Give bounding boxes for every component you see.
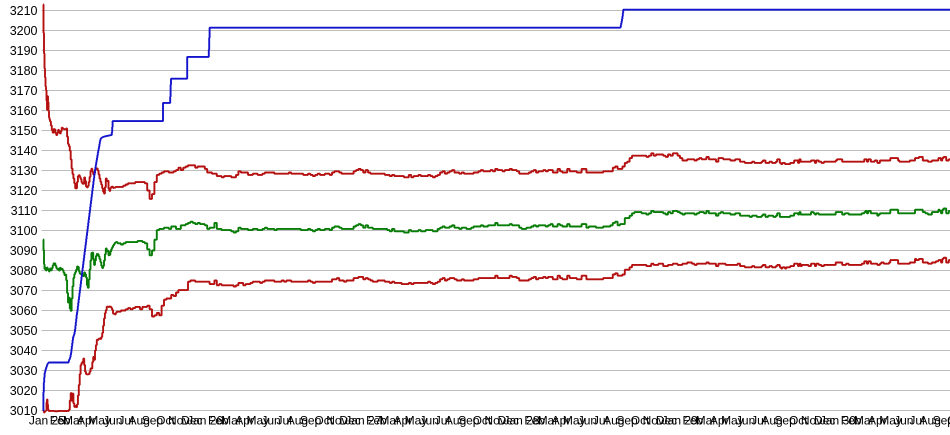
svg-text:Apr: Apr [77, 414, 96, 428]
svg-text:3060: 3060 [10, 304, 38, 318]
svg-text:Mar: Mar [696, 414, 717, 428]
svg-text:Dec: Dec [181, 414, 202, 428]
svg-text:Aug: Aug [129, 414, 150, 428]
svg-text:Jan 26: Jan 26 [187, 414, 223, 428]
svg-text:Jul: Jul [277, 414, 292, 428]
svg-text:3170: 3170 [10, 84, 38, 98]
svg-text:Feb: Feb [683, 414, 704, 428]
svg-text:Oct: Oct [789, 414, 808, 428]
svg-text:Sep: Sep [142, 414, 164, 428]
svg-text:Sep: Sep [616, 414, 638, 428]
svg-text:Oct: Oct [947, 414, 950, 428]
svg-text:Dec: Dec [498, 414, 519, 428]
svg-text:Mar: Mar [221, 414, 242, 428]
svg-text:Apr: Apr [868, 414, 887, 428]
svg-text:Jun: Jun [578, 414, 597, 428]
svg-text:Nov: Nov [801, 414, 822, 428]
svg-text:Jan 28: Jan 28 [503, 414, 539, 428]
svg-text:Nov: Nov [643, 414, 664, 428]
svg-text:Nov: Nov [326, 414, 347, 428]
svg-text:May: May [721, 414, 744, 428]
svg-text:May: May [405, 414, 428, 428]
svg-text:Oct: Oct [314, 414, 333, 428]
svg-text:May: May [88, 414, 111, 428]
svg-text:Apr: Apr [235, 414, 254, 428]
svg-text:Nov: Nov [168, 414, 189, 428]
svg-text:Sep: Sep [458, 414, 480, 428]
svg-text:Jul: Jul [909, 414, 924, 428]
svg-text:Jan 25: Jan 25 [29, 414, 65, 428]
svg-text:3020: 3020 [10, 384, 38, 398]
svg-text:Jul: Jul [593, 414, 608, 428]
svg-text:Jul: Jul [751, 414, 766, 428]
svg-text:Oct: Oct [156, 414, 175, 428]
svg-text:3160: 3160 [10, 104, 38, 118]
svg-text:Feb: Feb [841, 414, 862, 428]
svg-text:May: May [246, 414, 269, 428]
svg-text:3010: 3010 [10, 404, 38, 418]
svg-text:3040: 3040 [10, 344, 38, 358]
svg-text:Jul: Jul [435, 414, 450, 428]
svg-text:3150: 3150 [10, 124, 38, 138]
svg-text:May: May [563, 414, 586, 428]
svg-text:Jun: Jun [420, 414, 439, 428]
svg-text:Nov: Nov [484, 414, 505, 428]
svg-text:3210: 3210 [10, 4, 38, 18]
svg-text:Sep: Sep [300, 414, 322, 428]
svg-text:Feb: Feb [366, 414, 387, 428]
svg-text:Sep: Sep [774, 414, 796, 428]
svg-text:Apr: Apr [710, 414, 729, 428]
svg-text:Jan 27: Jan 27 [345, 414, 381, 428]
svg-text:Mar: Mar [854, 414, 875, 428]
svg-text:Feb: Feb [524, 414, 545, 428]
svg-text:3090: 3090 [10, 244, 38, 258]
svg-text:Dec: Dec [656, 414, 677, 428]
svg-text:3030: 3030 [10, 364, 38, 378]
svg-text:3080: 3080 [10, 264, 38, 278]
svg-text:Jun: Jun [103, 414, 122, 428]
svg-text:3200: 3200 [10, 24, 38, 38]
svg-text:Jun: Jun [894, 414, 913, 428]
svg-text:Mar: Mar [63, 414, 84, 428]
svg-text:Feb: Feb [208, 414, 229, 428]
svg-text:Sep: Sep [933, 414, 950, 428]
svg-text:3100: 3100 [10, 224, 38, 238]
svg-text:Jun: Jun [736, 414, 755, 428]
svg-text:3190: 3190 [10, 44, 38, 58]
svg-text:Jul: Jul [118, 414, 133, 428]
svg-text:Oct: Oct [473, 414, 492, 428]
svg-text:Oct: Oct [631, 414, 650, 428]
svg-text:Aug: Aug [445, 414, 466, 428]
svg-text:3120: 3120 [10, 184, 38, 198]
svg-text:3050: 3050 [10, 324, 38, 338]
svg-text:Feb: Feb [50, 414, 71, 428]
svg-text:Dec: Dec [339, 414, 360, 428]
svg-text:3140: 3140 [10, 144, 38, 158]
svg-text:3130: 3130 [10, 164, 38, 178]
svg-text:Mar: Mar [538, 414, 559, 428]
svg-text:Aug: Aug [287, 414, 308, 428]
svg-text:May: May [879, 414, 902, 428]
svg-text:3110: 3110 [11, 204, 38, 218]
svg-text:Mar: Mar [379, 414, 400, 428]
svg-text:Jun: Jun [261, 414, 280, 428]
svg-text:Apr: Apr [552, 414, 571, 428]
svg-text:3180: 3180 [10, 64, 38, 78]
svg-text:Jan 30: Jan 30 [820, 414, 856, 428]
svg-text:Aug: Aug [920, 414, 941, 428]
svg-text:3070: 3070 [10, 284, 38, 298]
svg-text:Jan 29: Jan 29 [662, 414, 698, 428]
svg-text:Apr: Apr [393, 414, 412, 428]
svg-text:Aug: Aug [761, 414, 782, 428]
svg-text:Aug: Aug [603, 414, 624, 428]
svg-text:Dec: Dec [814, 414, 835, 428]
